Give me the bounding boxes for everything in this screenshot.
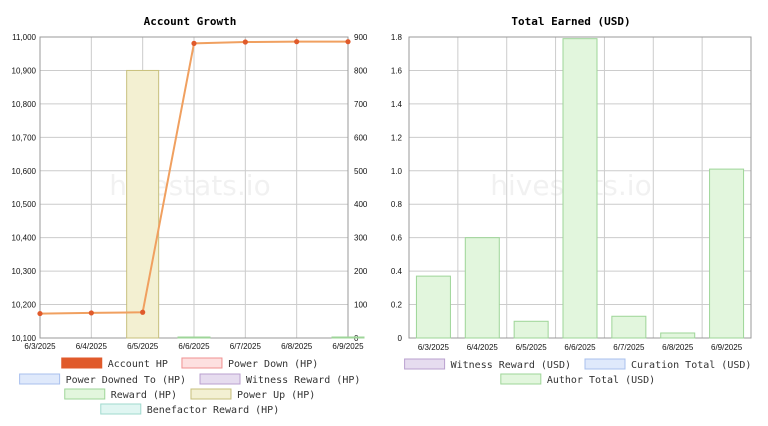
x-tick-label: 6/9/2025: [711, 343, 743, 352]
y-left-tick-label: 10,400: [12, 234, 37, 243]
legend-swatch-benefactor-reward-hp: [100, 403, 142, 415]
y-left-tick-label: 10,600: [12, 167, 37, 176]
x-tick-label: 6/5/2025: [127, 342, 159, 351]
x-tick-label: 6/6/2025: [178, 342, 210, 351]
bar-author-total-usd: [709, 168, 745, 339]
y-left-tick-label: 10,300: [12, 267, 37, 276]
x-tick-label: 6/5/2025: [516, 343, 548, 352]
legend-label-witness-reward-hp: Witness Reward (HP): [246, 375, 360, 386]
y-tick-label: 0.6: [391, 234, 403, 243]
legend-label-benefactor-reward-hp: Benefactor Reward (HP): [147, 405, 279, 416]
legend-label-reward-hp: Reward (HP): [111, 390, 177, 401]
legend-swatch-account-hp: [61, 357, 103, 369]
y-tick-label: 0.2: [391, 301, 403, 310]
legend-swatch-power-downed-to-hp: [19, 373, 61, 385]
x-tick-label: 6/3/2025: [418, 343, 450, 352]
x-tick-label: 6/7/2025: [613, 343, 645, 352]
chart-title: Account Growth: [144, 15, 237, 28]
y-tick-label: 0.8: [391, 200, 403, 209]
y-right-tick-label: 500: [354, 167, 368, 176]
x-tick-label: 6/9/2025: [332, 342, 364, 351]
y-left-tick-label: 10,900: [12, 66, 37, 75]
y-left-tick-label: 10,800: [12, 100, 37, 109]
y-right-tick-label: 600: [354, 133, 368, 142]
y-left-tick-label: 10,200: [12, 301, 37, 310]
data-point-account-hp: [345, 39, 351, 45]
bar-power-up-hp: [126, 69, 160, 339]
bar-author-total-usd: [611, 315, 647, 339]
bar-author-total-usd: [562, 38, 598, 339]
bar-author-total-usd: [513, 320, 549, 339]
total-earned-chart: Total Earned (USD)hivestats.io00.20.40.6…: [391, 15, 752, 386]
legend-label-author-total-usd: Author Total (USD): [547, 375, 655, 386]
x-tick-label: 6/4/2025: [76, 342, 108, 351]
legend-label-power-up-hp: Power Up (HP): [237, 390, 315, 401]
y-tick-label: 1.0: [391, 167, 403, 176]
account-growth-chart: Account Growthhivestats.io10,10010,20010…: [12, 15, 368, 416]
data-point-account-hp: [37, 310, 43, 317]
y-right-tick-label: 900: [354, 33, 368, 42]
y-right-tick-label: 400: [354, 200, 368, 209]
data-point-account-hp: [140, 309, 146, 315]
legend-swatch-power-up-hp: [190, 388, 232, 400]
data-point-account-hp: [88, 310, 94, 316]
x-tick-label: 6/4/2025: [467, 343, 499, 352]
bar-reward-hp: [331, 336, 365, 339]
y-left-tick-label: 10,700: [12, 133, 37, 142]
y-tick-label: 1.8: [391, 33, 403, 42]
x-tick-label: 6/3/2025: [24, 342, 56, 351]
x-tick-label: 6/8/2025: [281, 342, 313, 351]
legend-swatch-curation-total-usd: [584, 358, 626, 370]
y-left-tick-label: 10,100: [12, 334, 37, 343]
legend-label-account-hp: Account HP: [108, 359, 168, 370]
chart-title: Total Earned (USD): [511, 15, 630, 28]
y-tick-label: 0.4: [391, 267, 403, 276]
x-tick-label: 6/6/2025: [564, 343, 596, 352]
y-left-tick-label: 11,000: [12, 33, 36, 42]
data-point-account-hp: [294, 39, 300, 45]
x-tick-label: 6/8/2025: [662, 343, 694, 352]
y-tick-label: 0: [398, 334, 403, 343]
y-right-tick-label: 300: [354, 234, 368, 243]
legend-swatch-witness-reward-usd: [404, 358, 446, 370]
bar-author-total-usd: [415, 275, 451, 339]
legend-swatch-reward-hp: [64, 388, 106, 400]
x-tick-label: 6/7/2025: [230, 342, 262, 351]
y-tick-label: 1.2: [391, 133, 403, 142]
data-point-account-hp: [242, 39, 248, 45]
y-right-tick-label: 200: [354, 267, 368, 276]
data-point-account-hp: [191, 40, 197, 46]
bar-author-total-usd: [464, 237, 500, 339]
legend-swatch-author-total-usd: [500, 373, 542, 385]
bar-author-total-usd: [660, 332, 696, 339]
y-left-tick-label: 10,500: [12, 200, 37, 209]
y-right-tick-label: 100: [354, 301, 368, 310]
y-tick-label: 1.4: [391, 100, 403, 109]
legend-label-witness-reward-usd: Witness Reward (USD): [451, 360, 571, 371]
legend-label-power-down-hp: Power Down (HP): [228, 359, 318, 370]
legend-label-curation-total-usd: Curation Total (USD): [631, 360, 751, 371]
legend-swatch-witness-reward-hp: [199, 373, 241, 385]
legend-swatch-power-down-hp: [181, 357, 223, 369]
y-tick-label: 1.6: [391, 66, 403, 75]
legend-label-power-downed-to-hp: Power Downed To (HP): [66, 375, 186, 386]
y-right-tick-label: 700: [354, 100, 368, 109]
y-right-tick-label: 800: [354, 66, 368, 75]
bar-reward-hp: [177, 336, 211, 339]
